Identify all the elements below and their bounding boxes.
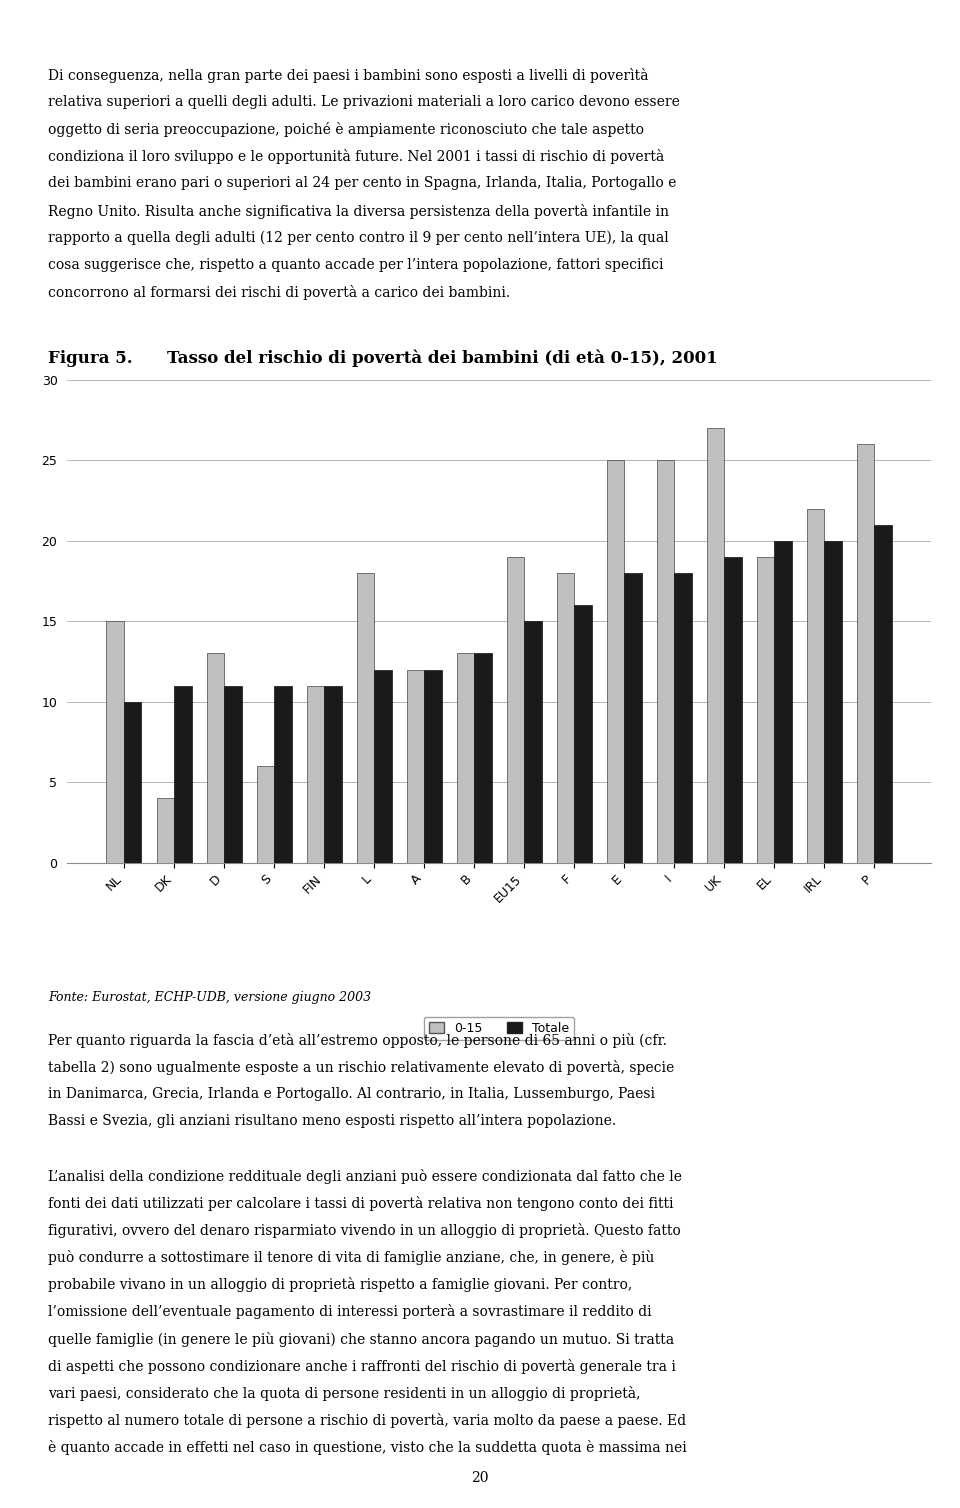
Text: figurativi, ovvero del denaro risparmiato vivendo in un alloggio di proprietà. Q: figurativi, ovvero del denaro risparmiat… bbox=[48, 1223, 681, 1238]
Bar bbox=[775, 541, 792, 863]
Bar bbox=[507, 556, 524, 863]
Bar bbox=[174, 686, 192, 863]
Bar bbox=[806, 508, 825, 863]
Bar bbox=[124, 701, 141, 863]
Bar bbox=[306, 686, 324, 863]
Bar bbox=[657, 460, 674, 863]
Bar bbox=[524, 621, 541, 863]
Bar bbox=[457, 653, 474, 863]
Bar bbox=[374, 670, 392, 863]
Bar bbox=[674, 573, 692, 863]
Text: condiziona il loro sviluppo e le opportunità future. Nel 2001 i tassi di rischio: condiziona il loro sviluppo e le opportu… bbox=[48, 149, 664, 164]
Text: fonti dei dati utilizzati per calcolare i tassi di povertà relativa non tengono : fonti dei dati utilizzati per calcolare … bbox=[48, 1196, 674, 1211]
Text: di aspetti che possono condizionare anche i raffronti del rischio di povertà gen: di aspetti che possono condizionare anch… bbox=[48, 1359, 676, 1374]
Bar bbox=[725, 556, 742, 863]
Bar bbox=[356, 573, 374, 863]
Text: cosa suggerisce che, rispetto a quanto accade per l’intera popolazione, fattori : cosa suggerisce che, rispetto a quanto a… bbox=[48, 258, 663, 271]
Text: l’omissione dell’eventuale pagamento di interessi porterà a sovrastimare il redd: l’omissione dell’eventuale pagamento di … bbox=[48, 1304, 652, 1320]
Bar bbox=[607, 460, 624, 863]
Text: Per quanto riguarda la fascia d’età all’estremo opposto, le persone di 65 anni o: Per quanto riguarda la fascia d’età all’… bbox=[48, 1033, 667, 1048]
Bar bbox=[875, 525, 892, 863]
Text: tabella 2) sono ugualmente esposte a un rischio relativamente elevato di povertà: tabella 2) sono ugualmente esposte a un … bbox=[48, 1060, 674, 1075]
Text: rispetto al numero totale di persone a rischio di povertà, varia molto da paese : rispetto al numero totale di persone a r… bbox=[48, 1413, 686, 1428]
Text: rapporto a quella degli adulti (12 per cento contro il 9 per cento nell’intera U: rapporto a quella degli adulti (12 per c… bbox=[48, 231, 669, 246]
Bar bbox=[574, 605, 591, 863]
Text: Regno Unito. Risulta anche significativa la diversa persistenza della povertà in: Regno Unito. Risulta anche significativa… bbox=[48, 204, 669, 219]
Text: vari paesi, considerato che la quota di persone residenti in un alloggio di prop: vari paesi, considerato che la quota di … bbox=[48, 1386, 640, 1401]
Text: Di conseguenza, nella gran parte dei paesi i bambini sono esposti a livelli di p: Di conseguenza, nella gran parte dei pae… bbox=[48, 68, 649, 83]
Text: concorrono al formarsi dei rischi di povertà a carico dei bambini.: concorrono al formarsi dei rischi di pov… bbox=[48, 285, 510, 300]
Bar bbox=[274, 686, 292, 863]
Bar bbox=[156, 798, 174, 863]
Bar bbox=[107, 621, 124, 863]
Bar bbox=[224, 686, 242, 863]
Text: quelle famiglie (in genere le più giovani) che stanno ancora pagando un mutuo. S: quelle famiglie (in genere le più giovan… bbox=[48, 1332, 674, 1347]
Bar bbox=[557, 573, 574, 863]
Bar bbox=[206, 653, 224, 863]
Text: L’analisi della condizione reddituale degli anziani può essere condizionata dal : L’analisi della condizione reddituale de… bbox=[48, 1169, 682, 1184]
Bar bbox=[707, 428, 725, 863]
Text: è quanto accade in effetti nel caso in questione, visto che la suddetta quota è : è quanto accade in effetti nel caso in q… bbox=[48, 1440, 686, 1455]
Legend: 0-15, Totale: 0-15, Totale bbox=[424, 1016, 574, 1039]
Bar bbox=[424, 670, 442, 863]
Text: 20: 20 bbox=[471, 1472, 489, 1485]
Text: Bassi e Svezia, gli anziani risultano meno esposti rispetto all’intera popolazio: Bassi e Svezia, gli anziani risultano me… bbox=[48, 1114, 616, 1128]
Text: può condurre a sottostimare il tenore di vita di famiglie anziane, che, in gener: può condurre a sottostimare il tenore di… bbox=[48, 1250, 655, 1265]
Text: in Danimarca, Grecia, Irlanda e Portogallo. Al contrario, in Italia, Lussemburgo: in Danimarca, Grecia, Irlanda e Portogal… bbox=[48, 1087, 655, 1101]
Text: Fonte: Eurostat, ECHP-UDB, versione giugno 2003: Fonte: Eurostat, ECHP-UDB, versione giug… bbox=[48, 991, 372, 1004]
Text: Figura 5.      Tasso del rischio di povertà dei bambini (di età 0-15), 2001: Figura 5. Tasso del rischio di povertà d… bbox=[48, 350, 718, 368]
Bar bbox=[624, 573, 642, 863]
Bar bbox=[256, 766, 274, 863]
Text: dei bambini erano pari o superiori al 24 per cento in Spagna, Irlanda, Italia, P: dei bambini erano pari o superiori al 24… bbox=[48, 176, 677, 190]
Bar bbox=[825, 541, 842, 863]
Bar bbox=[756, 556, 775, 863]
Bar bbox=[474, 653, 492, 863]
Text: relativa superiori a quelli degli adulti. Le privazioni materiali a loro carico : relativa superiori a quelli degli adulti… bbox=[48, 95, 680, 109]
Bar bbox=[857, 445, 875, 863]
Text: probabile vivano in un alloggio di proprietà rispetto a famiglie giovani. Per co: probabile vivano in un alloggio di propr… bbox=[48, 1277, 633, 1292]
Text: oggetto di seria preoccupazione, poiché è ampiamente riconosciuto che tale aspet: oggetto di seria preoccupazione, poiché … bbox=[48, 122, 644, 137]
Bar bbox=[324, 686, 342, 863]
Bar bbox=[407, 670, 424, 863]
